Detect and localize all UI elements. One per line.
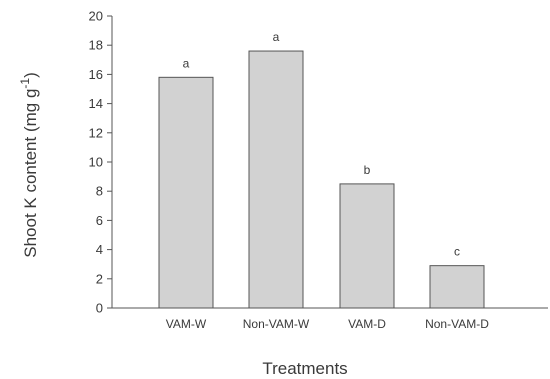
y-tick-label: 4 — [96, 242, 103, 257]
y-tick-label: 0 — [96, 301, 103, 316]
y-tick-label: 2 — [96, 271, 103, 286]
x-tick-label: VAM-W — [166, 317, 207, 331]
bar-vam-w — [158, 76, 214, 309]
bars-group: a a b c — [158, 30, 485, 309]
x-tick-label: Non-VAM-W — [243, 317, 310, 331]
x-tick-label: VAM-D — [348, 317, 386, 331]
significance-letter: a — [273, 30, 280, 44]
y-tick-label: 16 — [89, 67, 103, 82]
bar-vam-d — [339, 183, 395, 309]
y-tick-label: 8 — [96, 184, 103, 199]
y-tick-label: 20 — [89, 9, 103, 24]
y-axis-title: Shoot K content (mg g-1) — [18, 72, 40, 258]
x-axis-title: Treatments — [262, 359, 347, 378]
x-tick-label: Non-VAM-D — [425, 317, 489, 331]
x-axis-labels: VAM-W Non-VAM-W VAM-D Non-VAM-D — [166, 317, 489, 331]
bar-non-vam-d — [429, 265, 485, 309]
y-tick-label: 6 — [96, 213, 103, 228]
y-tick-label: 10 — [89, 155, 103, 170]
y-tick-label: 12 — [89, 125, 103, 140]
y-tick-label: 18 — [89, 38, 103, 53]
significance-letter: a — [183, 56, 190, 70]
y-axis-ticks: 0 2 4 6 8 10 12 14 16 18 20 — [89, 9, 112, 316]
y-tick-label: 14 — [89, 96, 103, 111]
significance-letter: b — [364, 163, 371, 177]
significance-letter: c — [454, 245, 460, 259]
bar-non-vam-w — [248, 50, 304, 309]
